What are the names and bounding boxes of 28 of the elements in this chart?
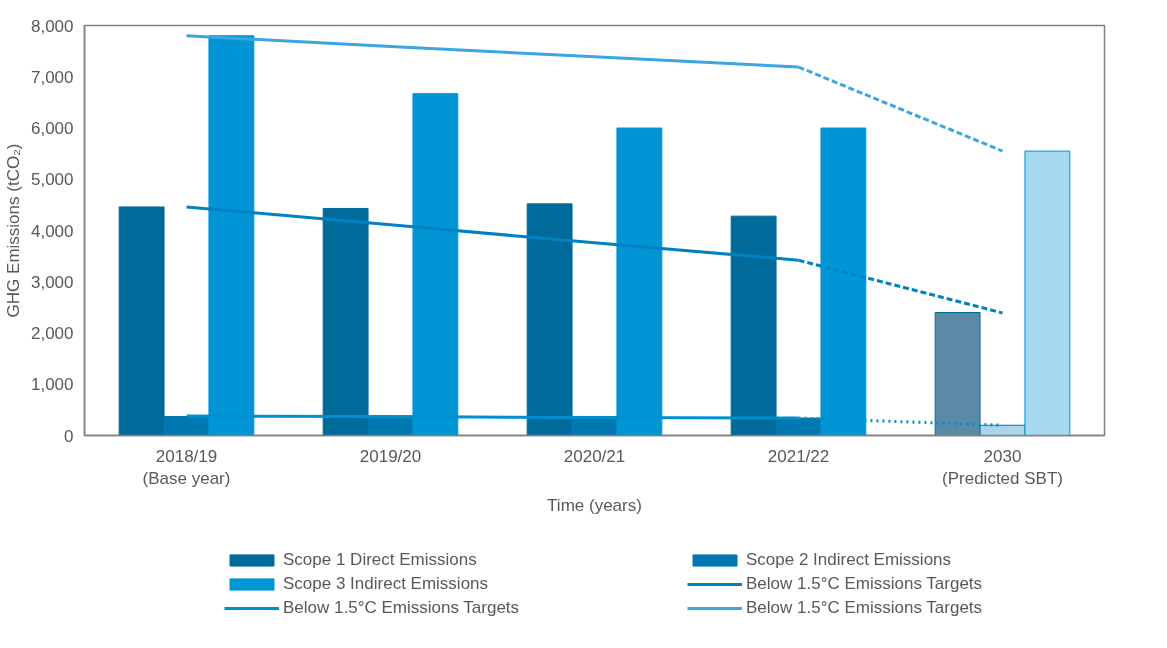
bar xyxy=(730,215,777,436)
x-tick-label: 2018/19 (Base year) xyxy=(142,446,231,489)
legend-label: Scope 3 Indirect Emissions xyxy=(283,574,490,594)
y-tick-label: 7,000 xyxy=(30,67,74,87)
y-tick-label: 0 xyxy=(64,426,74,446)
y-tick-label: 4,000 xyxy=(30,221,74,241)
legend-label: Below 1.5°C Emissions Targets xyxy=(746,598,984,618)
x-axis-title: Time (years) xyxy=(547,496,642,516)
bar xyxy=(163,416,210,436)
x-tick-label: 2021/22 xyxy=(767,446,830,466)
y-tick-label: 8,000 xyxy=(30,16,74,36)
y-tick-label: 6,000 xyxy=(30,119,74,138)
y-tick-label: 2,000 xyxy=(30,324,74,343)
y-tick-label: 3,000 xyxy=(30,272,74,292)
x-tick-label: 2019/20 xyxy=(359,446,422,466)
bar xyxy=(118,206,165,436)
y-tick-label: 1,000 xyxy=(30,375,74,395)
bar xyxy=(526,203,573,436)
bar xyxy=(934,312,981,436)
legend-label: Scope 2 Indirect Emissions xyxy=(746,550,953,570)
legend-label: Below 1.5°C Emissions Targets xyxy=(283,598,521,618)
y-tick-label: 5,000 xyxy=(30,170,74,190)
y-axis-title: GHG Emissions (tCO₂) xyxy=(3,143,23,318)
x-tick-label: 2020/21 xyxy=(563,446,626,466)
x-tick-label: 2030 (Predicted SBT) xyxy=(942,446,1063,489)
legend-label: Scope 1 Direct Emissions xyxy=(283,550,478,570)
legend-label: Below 1.5°C Emissions Targets xyxy=(746,574,984,594)
bar xyxy=(322,207,369,436)
